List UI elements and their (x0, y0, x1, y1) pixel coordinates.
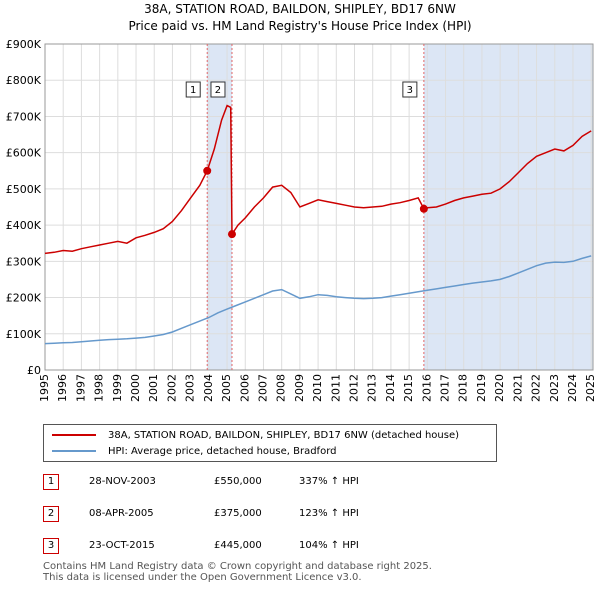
price-chart: £0 £100K £200K £300K £400K £500K £600K £700K £80… (6, 38, 597, 402)
x-tick-label: 2022 (530, 374, 543, 402)
x-tick-label: 2003 (184, 374, 197, 402)
y-tick-label: £700K (6, 110, 42, 123)
x-tick-label: 1997 (74, 374, 87, 402)
chart-legend: 38A, STATION ROAD, BAILDON, SHIPLEY, BD1… (43, 424, 497, 462)
chart-title: 38A, STATION ROAD, BAILDON, SHIPLEY, BD1… (144, 2, 456, 16)
x-tick-label: 2008 (275, 374, 288, 402)
x-tick-label: 2017 (439, 374, 452, 402)
sale-label: 2 (215, 85, 221, 96)
y-tick-label: £400K (6, 219, 42, 232)
y-tick-label: £500K (6, 183, 42, 196)
sale-label-box (185, 81, 201, 98)
transaction-price: £550,000 (214, 476, 262, 487)
transaction-price: £445,000 (214, 540, 262, 551)
x-tick-label: 2015 (402, 374, 415, 402)
y-tick-label: £200K (6, 292, 42, 305)
x-tick-label: 2016 (420, 374, 433, 402)
transaction-hpi: 337% ↑ HPI (299, 476, 359, 487)
transaction-number: 2 (43, 506, 59, 522)
x-tick-label: 2001 (147, 374, 160, 402)
x-tick-label: 2020 (493, 374, 506, 402)
legend-item-hpi: HPI: Average price, detached house, Brad… (52, 444, 336, 458)
legend-swatch-property (52, 434, 96, 436)
x-tick-label: 2007 (256, 374, 269, 402)
sale-point (227, 230, 236, 239)
x-tick-label: 2006 (238, 374, 251, 402)
x-tick-label: 2014 (384, 374, 397, 402)
x-tick-label: 1999 (111, 374, 124, 402)
transaction-number: 3 (43, 538, 59, 554)
transaction-number: 1 (43, 474, 59, 490)
transaction-date: 28-NOV-2003 (89, 476, 156, 487)
transaction-date: 08-APR-2005 (89, 508, 154, 519)
transaction-date: 23-OCT-2015 (89, 540, 155, 551)
plot-area (44, 43, 594, 371)
footer-copyright: Contains HM Land Registry data © Crown c… (43, 561, 432, 572)
shaded-region (423, 44, 593, 370)
x-tick-label: 2000 (129, 374, 142, 402)
legend-swatch-hpi (52, 450, 96, 452)
x-tick-label: 1998 (93, 374, 106, 402)
transaction-hpi: 104% ↑ HPI (299, 540, 359, 551)
x-tick-label: 2011 (329, 374, 342, 402)
x-tick-label: 2009 (293, 374, 306, 402)
sale-point (203, 166, 212, 175)
transaction-hpi: 123% ↑ HPI (299, 508, 359, 519)
transaction-price: £375,000 (214, 508, 262, 519)
y-tick-label: £0 (27, 364, 41, 377)
x-tick-label: 2012 (348, 374, 361, 402)
y-tick-label: £300K (6, 255, 42, 268)
sale-point (419, 204, 428, 213)
legend-item-property: 38A, STATION ROAD, BAILDON, SHIPLEY, BD1… (52, 428, 459, 442)
sale-label-box (402, 81, 418, 98)
y-tick-label: £600K (6, 147, 42, 160)
x-tick-label: 1995 (38, 374, 51, 402)
chart-subtitle: Price paid vs. HM Land Registry's House … (128, 19, 472, 33)
y-tick-label: £900K (6, 38, 42, 51)
sale-label: 3 (407, 85, 413, 96)
x-tick-label: 2005 (220, 374, 233, 402)
x-tick-label: 2021 (511, 374, 524, 402)
x-tick-label: 1996 (56, 374, 69, 402)
y-tick-label: £800K (6, 74, 42, 87)
x-tick-label: 2018 (457, 374, 470, 402)
x-tick-label: 2004 (202, 374, 215, 402)
x-tick-label: 2025 (584, 374, 597, 402)
legend-label-property: 38A, STATION ROAD, BAILDON, SHIPLEY, BD1… (108, 429, 460, 441)
x-tick-label: 2002 (165, 374, 178, 402)
footer-licence: This data is licensed under the Open Gov… (43, 572, 362, 583)
x-tick-label: 2023 (548, 374, 561, 402)
y-tick-label: £100K (6, 328, 42, 341)
x-tick-label: 2024 (566, 374, 579, 402)
legend-label-hpi: HPI: Average price, detached house, Brad… (108, 445, 337, 457)
x-tick-label: 2010 (311, 374, 324, 402)
x-tick-label: 2013 (366, 374, 379, 402)
property-price-line (44, 104, 592, 255)
hpi-line (44, 255, 592, 345)
sale-label: 1 (190, 85, 196, 96)
x-tick-label: 2019 (475, 374, 488, 402)
sale-label-box (210, 81, 226, 98)
